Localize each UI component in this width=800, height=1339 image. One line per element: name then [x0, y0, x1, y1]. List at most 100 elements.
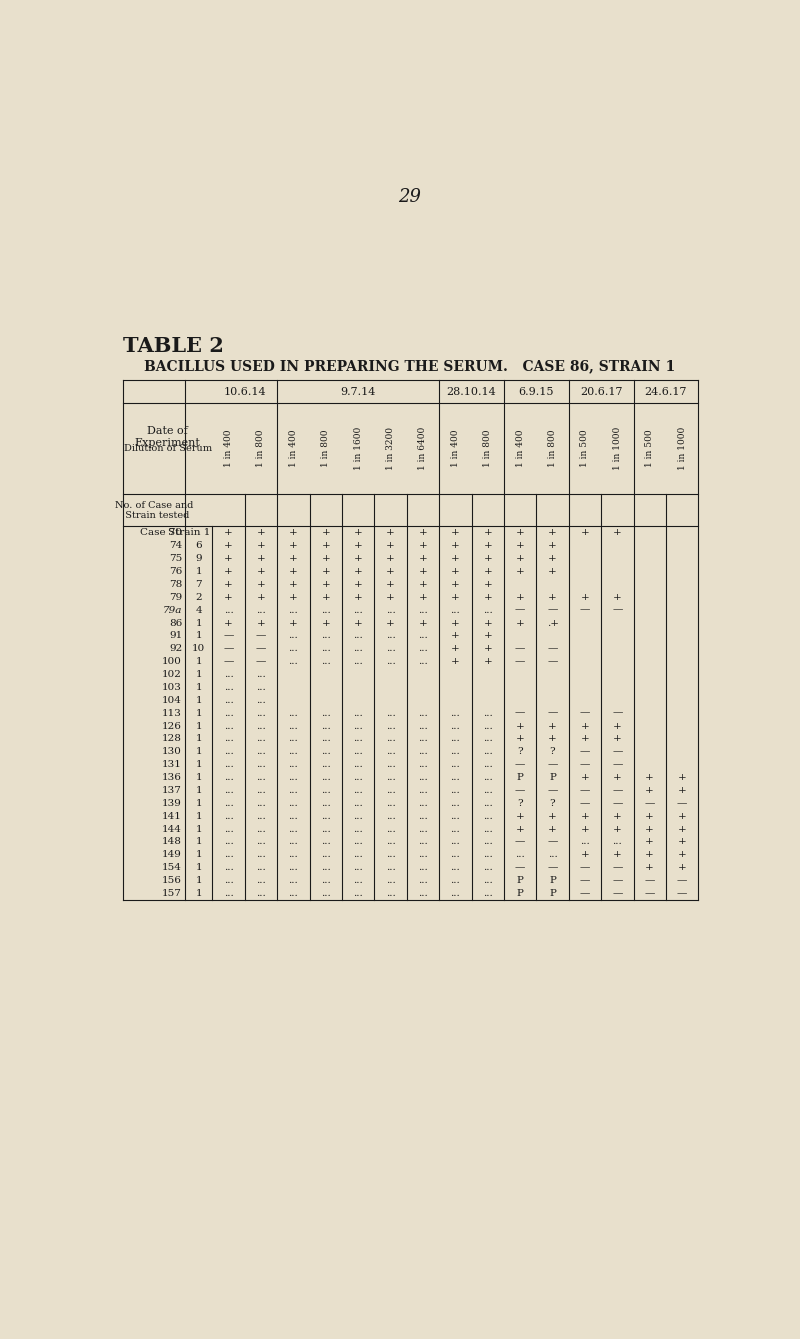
Text: 79a: 79a	[162, 605, 182, 615]
Text: —: —	[612, 876, 622, 885]
Text: ...: ...	[386, 761, 395, 769]
Text: ...: ...	[354, 747, 363, 757]
Text: P: P	[517, 773, 523, 782]
Text: ...: ...	[386, 889, 395, 898]
Text: ...: ...	[354, 722, 363, 731]
Text: +: +	[581, 593, 590, 601]
Text: ...: ...	[450, 605, 460, 615]
Text: +: +	[646, 864, 654, 872]
Text: —: —	[612, 747, 622, 757]
Text: 10: 10	[192, 644, 206, 653]
Text: —: —	[256, 632, 266, 640]
Text: +: +	[548, 529, 557, 537]
Text: ...: ...	[289, 708, 298, 718]
Text: ...: ...	[321, 850, 330, 860]
Text: 144: 144	[162, 825, 182, 834]
Text: +: +	[289, 566, 298, 576]
Text: 1: 1	[195, 566, 202, 576]
Text: ?: ?	[550, 747, 555, 757]
Text: 103: 103	[162, 683, 182, 692]
Text: 1: 1	[195, 619, 202, 628]
Text: +: +	[483, 554, 492, 564]
Text: ...: ...	[321, 722, 330, 731]
Text: —: —	[580, 708, 590, 718]
Text: +: +	[257, 580, 266, 589]
Text: ...: ...	[224, 876, 234, 885]
Text: 1 in 800: 1 in 800	[257, 430, 266, 467]
Text: +: +	[548, 722, 557, 731]
Text: +: +	[386, 566, 395, 576]
Text: +: +	[516, 734, 525, 743]
Text: —: —	[547, 657, 558, 665]
Text: 6: 6	[195, 541, 202, 550]
Text: 28.10.14: 28.10.14	[446, 387, 497, 396]
Text: ...: ...	[224, 670, 234, 679]
Text: ...: ...	[450, 864, 460, 872]
Text: —: —	[645, 889, 655, 898]
Text: 6.9.15: 6.9.15	[518, 387, 554, 396]
Text: ...: ...	[483, 825, 493, 834]
Text: +: +	[613, 825, 622, 834]
Text: +: +	[548, 541, 557, 550]
Text: +: +	[678, 850, 686, 860]
Text: +: +	[581, 850, 590, 860]
Text: ...: ...	[386, 773, 395, 782]
Text: +: +	[386, 619, 395, 628]
Text: 1 in 6400: 1 in 6400	[418, 427, 427, 470]
Text: P: P	[517, 876, 523, 885]
Text: +: +	[548, 734, 557, 743]
Text: +: +	[224, 554, 233, 564]
Text: 1 in 1000: 1 in 1000	[613, 427, 622, 470]
Text: ...: ...	[354, 773, 363, 782]
Text: —: —	[612, 708, 622, 718]
Text: TABLE 2: TABLE 2	[123, 336, 224, 356]
Text: ...: ...	[418, 864, 428, 872]
Text: 76: 76	[169, 566, 182, 576]
Text: —: —	[515, 605, 526, 615]
Text: ...: ...	[289, 605, 298, 615]
Text: 1: 1	[195, 837, 202, 846]
Text: ...: ...	[483, 773, 493, 782]
Text: +: +	[322, 593, 330, 601]
Text: ...: ...	[548, 850, 558, 860]
Text: ...: ...	[483, 747, 493, 757]
Text: —: —	[580, 786, 590, 795]
Text: +: +	[322, 529, 330, 537]
Text: ...: ...	[256, 799, 266, 807]
Text: —: —	[580, 864, 590, 872]
Text: ...: ...	[483, 761, 493, 769]
Text: —: —	[515, 657, 526, 665]
Text: ...: ...	[256, 722, 266, 731]
Text: ...: ...	[289, 644, 298, 653]
Text: +: +	[451, 632, 460, 640]
Text: +: +	[354, 541, 362, 550]
Text: ...: ...	[289, 773, 298, 782]
Text: +: +	[354, 554, 362, 564]
Text: ...: ...	[256, 825, 266, 834]
Text: —: —	[645, 876, 655, 885]
Text: Strain 1: Strain 1	[169, 529, 211, 537]
Text: 92: 92	[169, 644, 182, 653]
Text: 1: 1	[195, 747, 202, 757]
Text: +: +	[613, 734, 622, 743]
Text: 128: 128	[162, 734, 182, 743]
Text: ...: ...	[289, 799, 298, 807]
Text: 1 in 3200: 1 in 3200	[386, 427, 395, 470]
Text: ...: ...	[289, 657, 298, 665]
Text: ...: ...	[256, 734, 266, 743]
Text: +: +	[451, 541, 460, 550]
Text: +: +	[354, 566, 362, 576]
Text: —: —	[580, 799, 590, 807]
Text: 1 in 400: 1 in 400	[289, 430, 298, 467]
Text: ...: ...	[256, 876, 266, 885]
Text: 1 in 500: 1 in 500	[581, 430, 590, 467]
Text: +: +	[257, 619, 266, 628]
Text: ...: ...	[418, 889, 428, 898]
Text: +: +	[289, 541, 298, 550]
Text: —: —	[612, 864, 622, 872]
Text: ...: ...	[321, 644, 330, 653]
Text: +: +	[224, 541, 233, 550]
Text: ...: ...	[224, 747, 234, 757]
Text: ...: ...	[386, 811, 395, 821]
Text: +: +	[483, 580, 492, 589]
